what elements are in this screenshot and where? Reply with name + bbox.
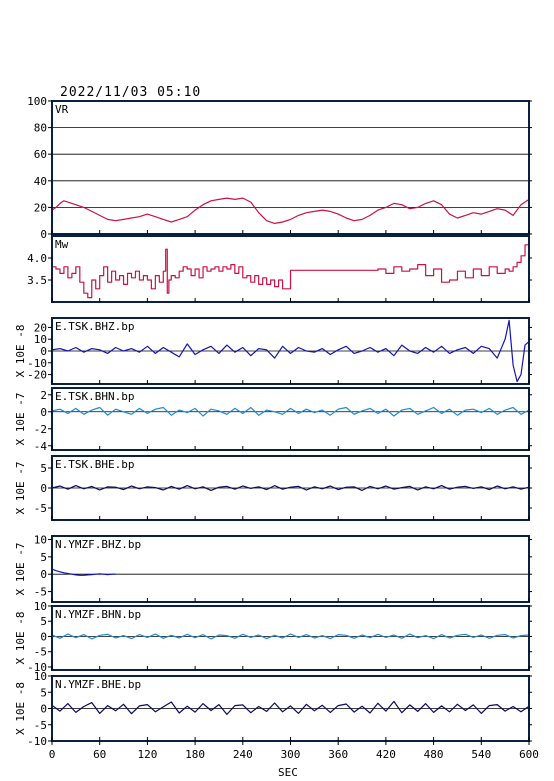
tsk-bhz-panel-label: E.TSK.BHZ.bp bbox=[55, 320, 134, 333]
mw-panel-frame bbox=[51, 235, 530, 303]
ymzf-bhn-panel-ytick-label: -10 bbox=[27, 661, 47, 674]
mw-panel-ytick-label: 4.0 bbox=[27, 252, 47, 265]
ymzf-bhe-panel-ytick-label: -5 bbox=[34, 719, 47, 732]
tsk-bhz-panel-ytick-label: 10 bbox=[34, 333, 47, 346]
vr-panel-label: VR bbox=[55, 103, 69, 116]
plot-datetime: 2022/11/03 05:10 bbox=[60, 85, 202, 100]
x-tick-label: 600 bbox=[519, 748, 539, 761]
ymzf-bhz-panel-ytick-label: 0 bbox=[40, 568, 47, 581]
ymzf-bhe-panel-series-line bbox=[51, 700, 530, 715]
x-tick-label: 0 bbox=[49, 748, 56, 761]
tsk-bhn-panel-ytick-label: -2 bbox=[34, 423, 47, 436]
ymzf-bhz-panel-label: N.YMZF.BHZ.bp bbox=[55, 538, 141, 551]
ymzf-bhn-panel-label: N.YMZF.BHN.bp bbox=[55, 608, 141, 621]
ymzf-bhe-panel-ytick-label: -10 bbox=[27, 735, 47, 748]
mw-panel-ytick-label: 3.5 bbox=[27, 274, 47, 287]
x-tick-label: 540 bbox=[471, 748, 491, 761]
tsk-bhe-panel-series-line bbox=[51, 485, 530, 491]
ymzf-bhn-panel-ytick-label: 5 bbox=[40, 615, 47, 628]
tsk-bhe-panel-ylabel: X 10E -7 bbox=[14, 462, 27, 515]
tsk-bhz-panel-series-line bbox=[51, 319, 530, 383]
x-tick-label: 180 bbox=[185, 748, 205, 761]
vr-panel-series-line bbox=[51, 197, 530, 224]
ymzf-bhn-panel-ytick-label: -5 bbox=[34, 646, 47, 659]
vr-panel-ytick-label: 80 bbox=[34, 122, 47, 135]
tsk-bhz-panel-ytick-label: 0 bbox=[40, 345, 47, 358]
x-tick-label: 480 bbox=[424, 748, 444, 761]
ymzf-bhe-panel-ytick-label: 0 bbox=[40, 703, 47, 716]
tsk-bhz-panel-ytick-label: 20 bbox=[34, 321, 47, 334]
tsk-bhn-panel-ytick-label: 2 bbox=[40, 389, 47, 402]
ymzf-bhz-panel-ytick-label: 5 bbox=[40, 551, 47, 564]
vr-panel-ytick-label: 100 bbox=[27, 95, 47, 108]
ymzf-bhe-panel-ytick-label: 10 bbox=[34, 670, 47, 683]
tsk-bhn-panel-ytick-label: -4 bbox=[34, 440, 48, 453]
vr-panel-ytick-label: 20 bbox=[34, 201, 47, 214]
ymzf-bhn-panel-series-line bbox=[51, 633, 530, 640]
x-axis-label: SEC bbox=[278, 766, 298, 779]
x-tick-label: 300 bbox=[281, 748, 301, 761]
x-tick-label: 420 bbox=[376, 748, 396, 761]
ymzf-bhe-panel-label: N.YMZF.BHE.bp bbox=[55, 678, 141, 691]
tsk-bhe-panel-ytick-label: 0 bbox=[40, 482, 47, 495]
tsk-bhn-panel-ytick-label: 0 bbox=[40, 406, 47, 419]
ymzf-bhn-panel-ytick-label: 0 bbox=[40, 630, 47, 643]
x-tick-label: 60 bbox=[93, 748, 106, 761]
x-tick-label: 240 bbox=[233, 748, 253, 761]
ymzf-bhe-panel-ylabel: X 10E -8 bbox=[14, 682, 27, 735]
x-tick-label: 360 bbox=[328, 748, 348, 761]
ymzf-bhz-panel-series-line bbox=[51, 568, 116, 576]
ymzf-bhn-panel-ylabel: X 10E -8 bbox=[14, 612, 27, 665]
ymzf-bhz-panel-ytick-label: -5 bbox=[34, 586, 47, 599]
tsk-bhe-panel-ytick-label: 5 bbox=[40, 462, 47, 475]
vr-panel-ytick-label: 60 bbox=[34, 148, 47, 161]
vr-panel-ytick-label: 0 bbox=[40, 228, 47, 241]
vr-panel-ytick-label: 40 bbox=[34, 175, 47, 188]
tsk-bhz-panel-ylabel: X 10E -8 bbox=[14, 325, 27, 378]
mw-panel-label: Mw bbox=[55, 238, 69, 251]
ymzf-bhn-panel-ytick-label: 10 bbox=[34, 600, 47, 613]
tsk-bhn-panel-label: E.TSK.BHN.bp bbox=[55, 390, 134, 403]
ymzf-bhe-panel-ytick-label: 5 bbox=[40, 686, 47, 699]
x-tick-label: 120 bbox=[137, 748, 157, 761]
ymzf-bhz-panel-ylabel: X 10E -7 bbox=[14, 543, 27, 596]
tsk-bhe-panel-label: E.TSK.BHE.bp bbox=[55, 458, 134, 471]
tsk-bhe-panel-ytick-label: -5 bbox=[34, 502, 47, 515]
tsk-bhn-panel-ylabel: X 10E -7 bbox=[14, 393, 27, 446]
tsk-bhz-panel-ytick-label: -10 bbox=[27, 357, 47, 370]
tsk-bhn-panel-series-line bbox=[51, 406, 530, 417]
mw-panel-series-line bbox=[52, 244, 530, 299]
vr-panel-frame bbox=[51, 100, 530, 235]
ymzf-bhz-panel-ytick-label: 10 bbox=[34, 533, 47, 546]
tsk-bhz-panel-ytick-label: -20 bbox=[27, 369, 47, 382]
